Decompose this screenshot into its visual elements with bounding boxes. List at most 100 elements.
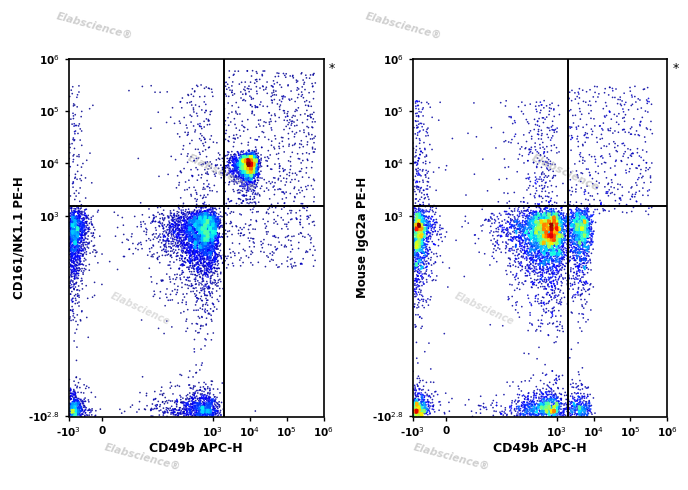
Point xyxy=(560,219,571,227)
Point xyxy=(182,231,193,239)
Point xyxy=(244,152,255,160)
Point xyxy=(477,202,488,210)
Point xyxy=(68,220,79,228)
Point xyxy=(268,182,279,190)
Point xyxy=(411,261,422,269)
Point xyxy=(567,222,578,230)
Point xyxy=(202,410,213,418)
Point xyxy=(191,225,202,233)
Point xyxy=(205,251,216,259)
Point xyxy=(77,397,88,405)
Point xyxy=(508,218,519,226)
Point xyxy=(182,239,193,246)
Point xyxy=(427,213,438,220)
Point xyxy=(172,230,183,238)
Point xyxy=(244,178,255,186)
Point xyxy=(410,413,421,420)
Point xyxy=(573,249,584,257)
Point xyxy=(586,231,597,239)
Point xyxy=(90,393,101,401)
Point xyxy=(421,252,432,260)
Point xyxy=(250,161,261,169)
Point xyxy=(519,255,530,263)
Point xyxy=(186,221,197,229)
Point xyxy=(583,217,594,224)
Point xyxy=(202,222,213,230)
Point xyxy=(243,163,254,171)
Point xyxy=(211,410,222,418)
Point xyxy=(243,162,254,170)
Point xyxy=(550,211,561,219)
Point xyxy=(222,227,233,235)
Point xyxy=(533,102,544,110)
Point xyxy=(252,163,264,171)
Point xyxy=(408,216,419,223)
Point xyxy=(520,220,531,228)
Point xyxy=(577,393,588,401)
Point xyxy=(580,187,591,195)
Point xyxy=(195,254,206,262)
Point xyxy=(239,167,250,174)
Point xyxy=(242,156,253,164)
Point xyxy=(637,114,648,122)
Point xyxy=(250,158,261,166)
Point xyxy=(200,405,211,413)
Point xyxy=(179,411,190,419)
Point xyxy=(546,229,557,237)
Point xyxy=(204,406,215,414)
Point xyxy=(572,211,583,219)
Point xyxy=(69,226,80,234)
Point xyxy=(202,242,213,249)
Point xyxy=(582,208,593,216)
Point xyxy=(243,164,254,172)
Point xyxy=(192,249,203,257)
Point xyxy=(209,248,220,256)
Point xyxy=(592,205,603,213)
Point xyxy=(279,243,290,251)
Point xyxy=(202,383,213,391)
Point xyxy=(515,237,526,245)
Point xyxy=(246,176,257,184)
Point xyxy=(153,407,164,415)
Point xyxy=(197,241,208,248)
Point xyxy=(189,206,200,214)
Point xyxy=(414,399,425,407)
Point xyxy=(545,238,556,245)
Point xyxy=(69,261,80,269)
Point xyxy=(541,232,552,240)
Point xyxy=(68,401,79,409)
Point xyxy=(507,222,518,230)
Point xyxy=(249,152,260,160)
Point xyxy=(244,183,255,191)
Point xyxy=(205,229,216,237)
Point xyxy=(202,398,213,406)
Point xyxy=(248,174,259,182)
Point xyxy=(414,236,425,244)
Point xyxy=(552,406,563,414)
Point xyxy=(250,189,261,197)
Point xyxy=(569,256,580,264)
Point xyxy=(546,251,557,259)
Point xyxy=(234,161,245,169)
Point xyxy=(587,127,598,135)
Point xyxy=(421,276,432,284)
Point xyxy=(526,243,537,251)
Point xyxy=(544,239,555,247)
Point xyxy=(524,217,535,224)
Point xyxy=(550,245,561,252)
Point xyxy=(413,245,424,252)
Point xyxy=(74,249,85,257)
Point xyxy=(189,250,200,258)
Point xyxy=(537,283,548,291)
Point xyxy=(247,164,258,172)
Point xyxy=(544,212,555,220)
Point xyxy=(194,212,205,220)
Point xyxy=(413,233,424,241)
Point xyxy=(411,220,422,228)
Point xyxy=(568,406,579,414)
Point xyxy=(515,234,526,242)
Point xyxy=(200,291,211,299)
Point xyxy=(206,221,217,229)
Point xyxy=(246,166,257,174)
Point xyxy=(535,262,546,270)
